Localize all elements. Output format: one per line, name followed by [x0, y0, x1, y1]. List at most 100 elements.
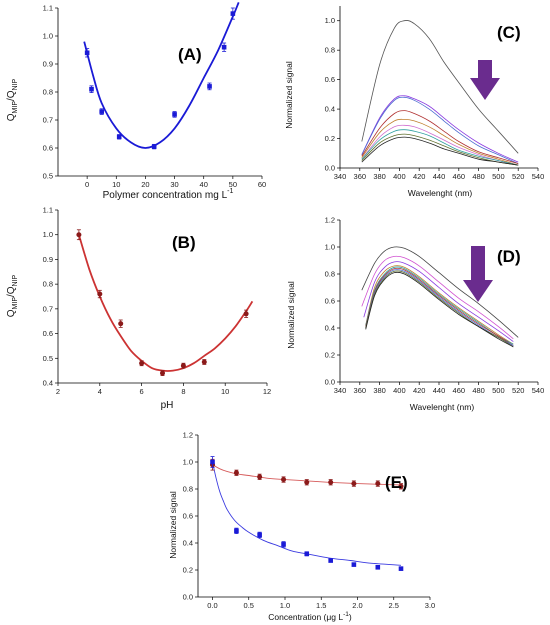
y-tick-label-e: 0.4 — [183, 539, 193, 548]
data-point-e — [328, 479, 334, 485]
x-tick-label-d: 520 — [512, 386, 525, 395]
data-point-e — [398, 566, 404, 571]
fit-curve-e — [212, 464, 402, 486]
y-tick-label-a: 0.6 — [43, 144, 53, 153]
x-tick-label-d: 460 — [453, 386, 466, 395]
data-point-e — [351, 481, 357, 487]
panel-label-e: (E) — [385, 473, 408, 492]
x-tick-label-e: 2.0 — [352, 601, 362, 610]
x-tick-label-e: 0.0 — [207, 601, 217, 610]
fit-curve-a — [83, 2, 240, 149]
x-tick-label-c: 460 — [453, 172, 466, 181]
y-tick-label-b: 1.0 — [43, 230, 53, 239]
data-point-e — [328, 558, 333, 563]
data-point-a — [99, 109, 105, 114]
data-point-e — [257, 532, 262, 538]
x-tick-label-c: 500 — [492, 172, 505, 181]
down-arrow-icon-c — [470, 60, 500, 100]
spectrum-line-d — [365, 265, 514, 345]
y-tick-label-e: 0.0 — [183, 593, 193, 602]
data-point-a — [230, 11, 236, 16]
spectrum-line-c — [361, 95, 519, 163]
data-point-e — [398, 483, 404, 489]
spectrum-line-c — [361, 133, 519, 166]
y-tick-label-d: 1.0 — [325, 243, 335, 252]
panel-label-a: (A) — [178, 45, 202, 64]
data-point-e — [233, 470, 239, 476]
y-tick-label-d: 1.2 — [325, 216, 335, 225]
ylabel-a-main: Q — [6, 113, 17, 121]
spectrum-line-c — [361, 110, 519, 164]
y-tick-label-b: 0.4 — [43, 379, 53, 388]
data-point-a — [151, 144, 157, 149]
spectrum-line-c — [361, 124, 519, 166]
data-point-a — [207, 84, 212, 89]
y-tick-label-c: 0.0 — [325, 164, 335, 173]
y-tick-label-b: 0.7 — [43, 304, 53, 313]
x-tick-label-d: 500 — [492, 386, 505, 395]
spectrum-line-c — [361, 96, 519, 164]
x-tick-label-b: 6 — [140, 387, 144, 396]
spectrum-line-c — [361, 136, 519, 166]
y-tick-label-e: 1.0 — [183, 458, 193, 467]
y-tick-label-e: 1.2 — [183, 431, 193, 440]
y-tick-label-a: 1.0 — [43, 32, 53, 41]
y-tick-label-b: 0.8 — [43, 280, 53, 289]
y-tick-label-d: 0.4 — [325, 324, 335, 333]
ylabel-b-main: Q — [6, 309, 17, 317]
x-tick-label-d: 540 — [532, 386, 545, 395]
y-tick-label-c: 0.4 — [325, 105, 335, 114]
y-tick-label-e: 0.2 — [183, 566, 193, 575]
x-tick-label-e: 1.0 — [280, 601, 290, 610]
fit-curve-b — [78, 234, 254, 372]
xlabel-c: Wavelenght (nm) — [408, 188, 473, 198]
spectrum-line-d — [363, 261, 514, 342]
spectrum-line-c — [361, 20, 519, 154]
down-arrow-icon-d — [463, 246, 493, 302]
data-point-a — [89, 86, 94, 92]
data-point-e — [234, 528, 239, 534]
y-tick-label-c: 0.6 — [325, 75, 335, 84]
x-tick-label-a: 60 — [258, 180, 266, 189]
spectrum-line-c — [361, 129, 519, 166]
xlabel-a-sup: -1 — [227, 188, 233, 195]
y-tick-label-b: 0.5 — [43, 354, 53, 363]
x-tick-label-c: 520 — [512, 172, 525, 181]
x-tick-label-e: 3.0 — [425, 601, 435, 610]
x-tick-label-c: 440 — [433, 172, 446, 181]
x-tick-label-b: 12 — [263, 387, 271, 396]
spectrum-line-c — [361, 118, 519, 166]
ylabel-a-sub1: MIP — [12, 101, 19, 114]
y-tick-label-d: 0.8 — [325, 270, 335, 279]
x-tick-label-a: 40 — [200, 180, 208, 189]
x-tick-label-a: 50 — [229, 180, 237, 189]
x-tick-label-a: 0 — [85, 180, 89, 189]
xlabel-e-sup: -1 — [343, 611, 349, 618]
data-point-a — [221, 44, 227, 50]
panel-label-d: (D) — [497, 247, 521, 266]
data-point-e — [304, 551, 310, 557]
xlabel-b: pH — [161, 400, 174, 411]
spectrum-line-d — [365, 266, 514, 345]
data-point-a — [172, 112, 177, 117]
x-tick-label-a: 10 — [112, 180, 120, 189]
fit-curve-e — [212, 461, 402, 566]
x-tick-label-e: 2.5 — [389, 601, 399, 610]
x-tick-label-d: 360 — [354, 386, 367, 395]
x-tick-label-c: 400 — [393, 172, 406, 181]
data-point-a — [116, 134, 122, 140]
data-point-b — [97, 291, 103, 297]
x-tick-label-c: 380 — [373, 172, 386, 181]
x-tick-label-b: 10 — [221, 387, 229, 396]
xlabel-a: Polymer concentration mg L-1 — [103, 188, 234, 201]
spectrum-line-d — [365, 267, 514, 346]
y-tick-label-e: 0.8 — [183, 485, 193, 494]
data-point-b — [118, 321, 124, 327]
y-tick-label-a: 0.9 — [43, 60, 53, 69]
x-tick-label-a: 20 — [141, 180, 149, 189]
down-arrow-shape-d — [463, 246, 493, 302]
y-tick-label-c: 0.2 — [325, 134, 335, 143]
y-tick-label-a: 0.5 — [43, 172, 53, 181]
x-tick-label-a: 30 — [170, 180, 178, 189]
x-tick-label-d: 380 — [373, 386, 386, 395]
